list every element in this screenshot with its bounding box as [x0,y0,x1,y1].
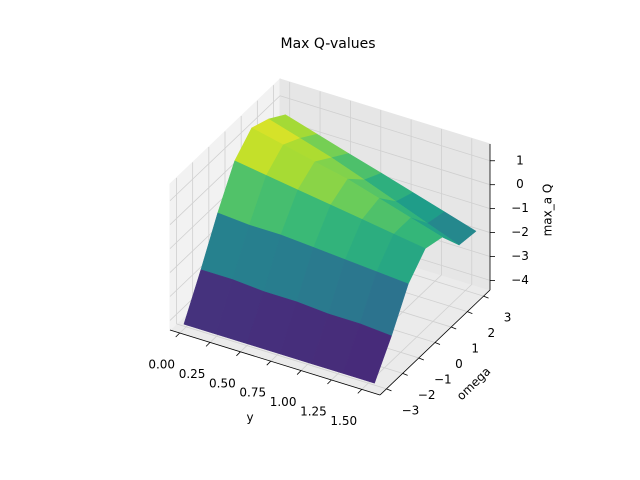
tick-mark [451,326,457,330]
x-tick-label: 0.50 [209,376,236,390]
tick-mark [483,295,489,299]
tick-mark [175,332,180,338]
y-tick-label: 2 [488,326,496,340]
chart-title: Max Q-values [280,36,375,52]
y-axis-line [379,289,491,396]
x-axis-label: y [246,411,253,425]
z-tick-label: −1 [511,201,529,215]
tick-mark [205,342,211,347]
y-tick-label: −3 [402,403,420,417]
y-tick-label: 3 [504,311,512,325]
grid-line [279,119,491,186]
x-tick-label: 1.00 [270,395,297,409]
tick-mark [296,370,302,375]
y-tick-label: 1 [471,342,479,356]
tick-mark [357,389,363,394]
y-tick-label: 0 [455,357,463,371]
grid-line [176,323,387,390]
tick-mark [467,311,473,314]
z-axis-label: max_a Q [541,184,555,237]
x-tick-label: 1.50 [330,414,357,428]
x-tick-label: 1.25 [300,404,327,418]
tick-mark [386,388,392,392]
x-tick-label: 0.25 [179,367,206,381]
grid-line [279,95,491,162]
z-tick-label: −2 [511,225,529,239]
tick-mark [418,357,424,361]
tick-mark [402,373,408,376]
z-tick-label: −3 [511,249,529,263]
x-tick-label: 0.00 [148,358,175,372]
tick-mark [266,360,272,366]
x-tick-label: 0.75 [239,386,266,400]
x-axis-line [169,329,381,396]
tick-mark [236,351,241,357]
z-tick-label: 1 [516,153,524,167]
z-tick-label: −4 [511,273,529,287]
y-tick-label: −2 [418,388,436,402]
grid-line [169,95,281,202]
y-tick-label: −1 [434,372,452,386]
tick-mark [327,379,332,385]
z-tick-label: 0 [516,177,524,191]
tick-mark [434,342,441,345]
surface-cell [342,323,392,384]
